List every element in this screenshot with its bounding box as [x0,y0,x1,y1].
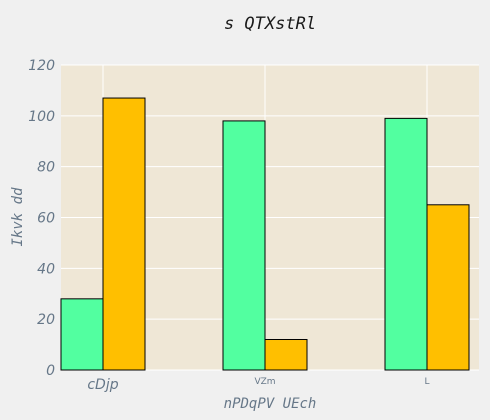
x-axis-label: nPDqPV UEch [224,396,317,412]
bar-series-2 [264,339,308,371]
bar-series-1 [222,120,266,371]
y-tick-label: 20 [37,312,55,328]
bar-series-2 [102,97,146,371]
y-tick-label: 120 [28,58,55,74]
x-tick-label: cDjp [87,377,118,393]
y-tick-label: 80 [37,160,55,176]
bar-series-1 [60,298,104,371]
y-tick-label: 60 [37,211,55,227]
chart-title: s QTXstRl [224,14,316,34]
y-tick-label: 0 [46,363,55,379]
y-tick-label: 40 [37,261,55,277]
y-tick-label: 100 [28,109,55,125]
x-axis-ticks: cDjp VZm L [87,377,429,393]
y-axis-ticks: 0 20 40 60 80 100 120 [28,58,55,379]
bar-series-1 [384,117,428,371]
bars [60,97,470,371]
x-tick-label: VZm [254,377,275,387]
bar-series-2 [426,204,470,371]
y-axis-label: Ikvk dd [10,187,26,247]
x-tick-label: L [424,377,429,387]
